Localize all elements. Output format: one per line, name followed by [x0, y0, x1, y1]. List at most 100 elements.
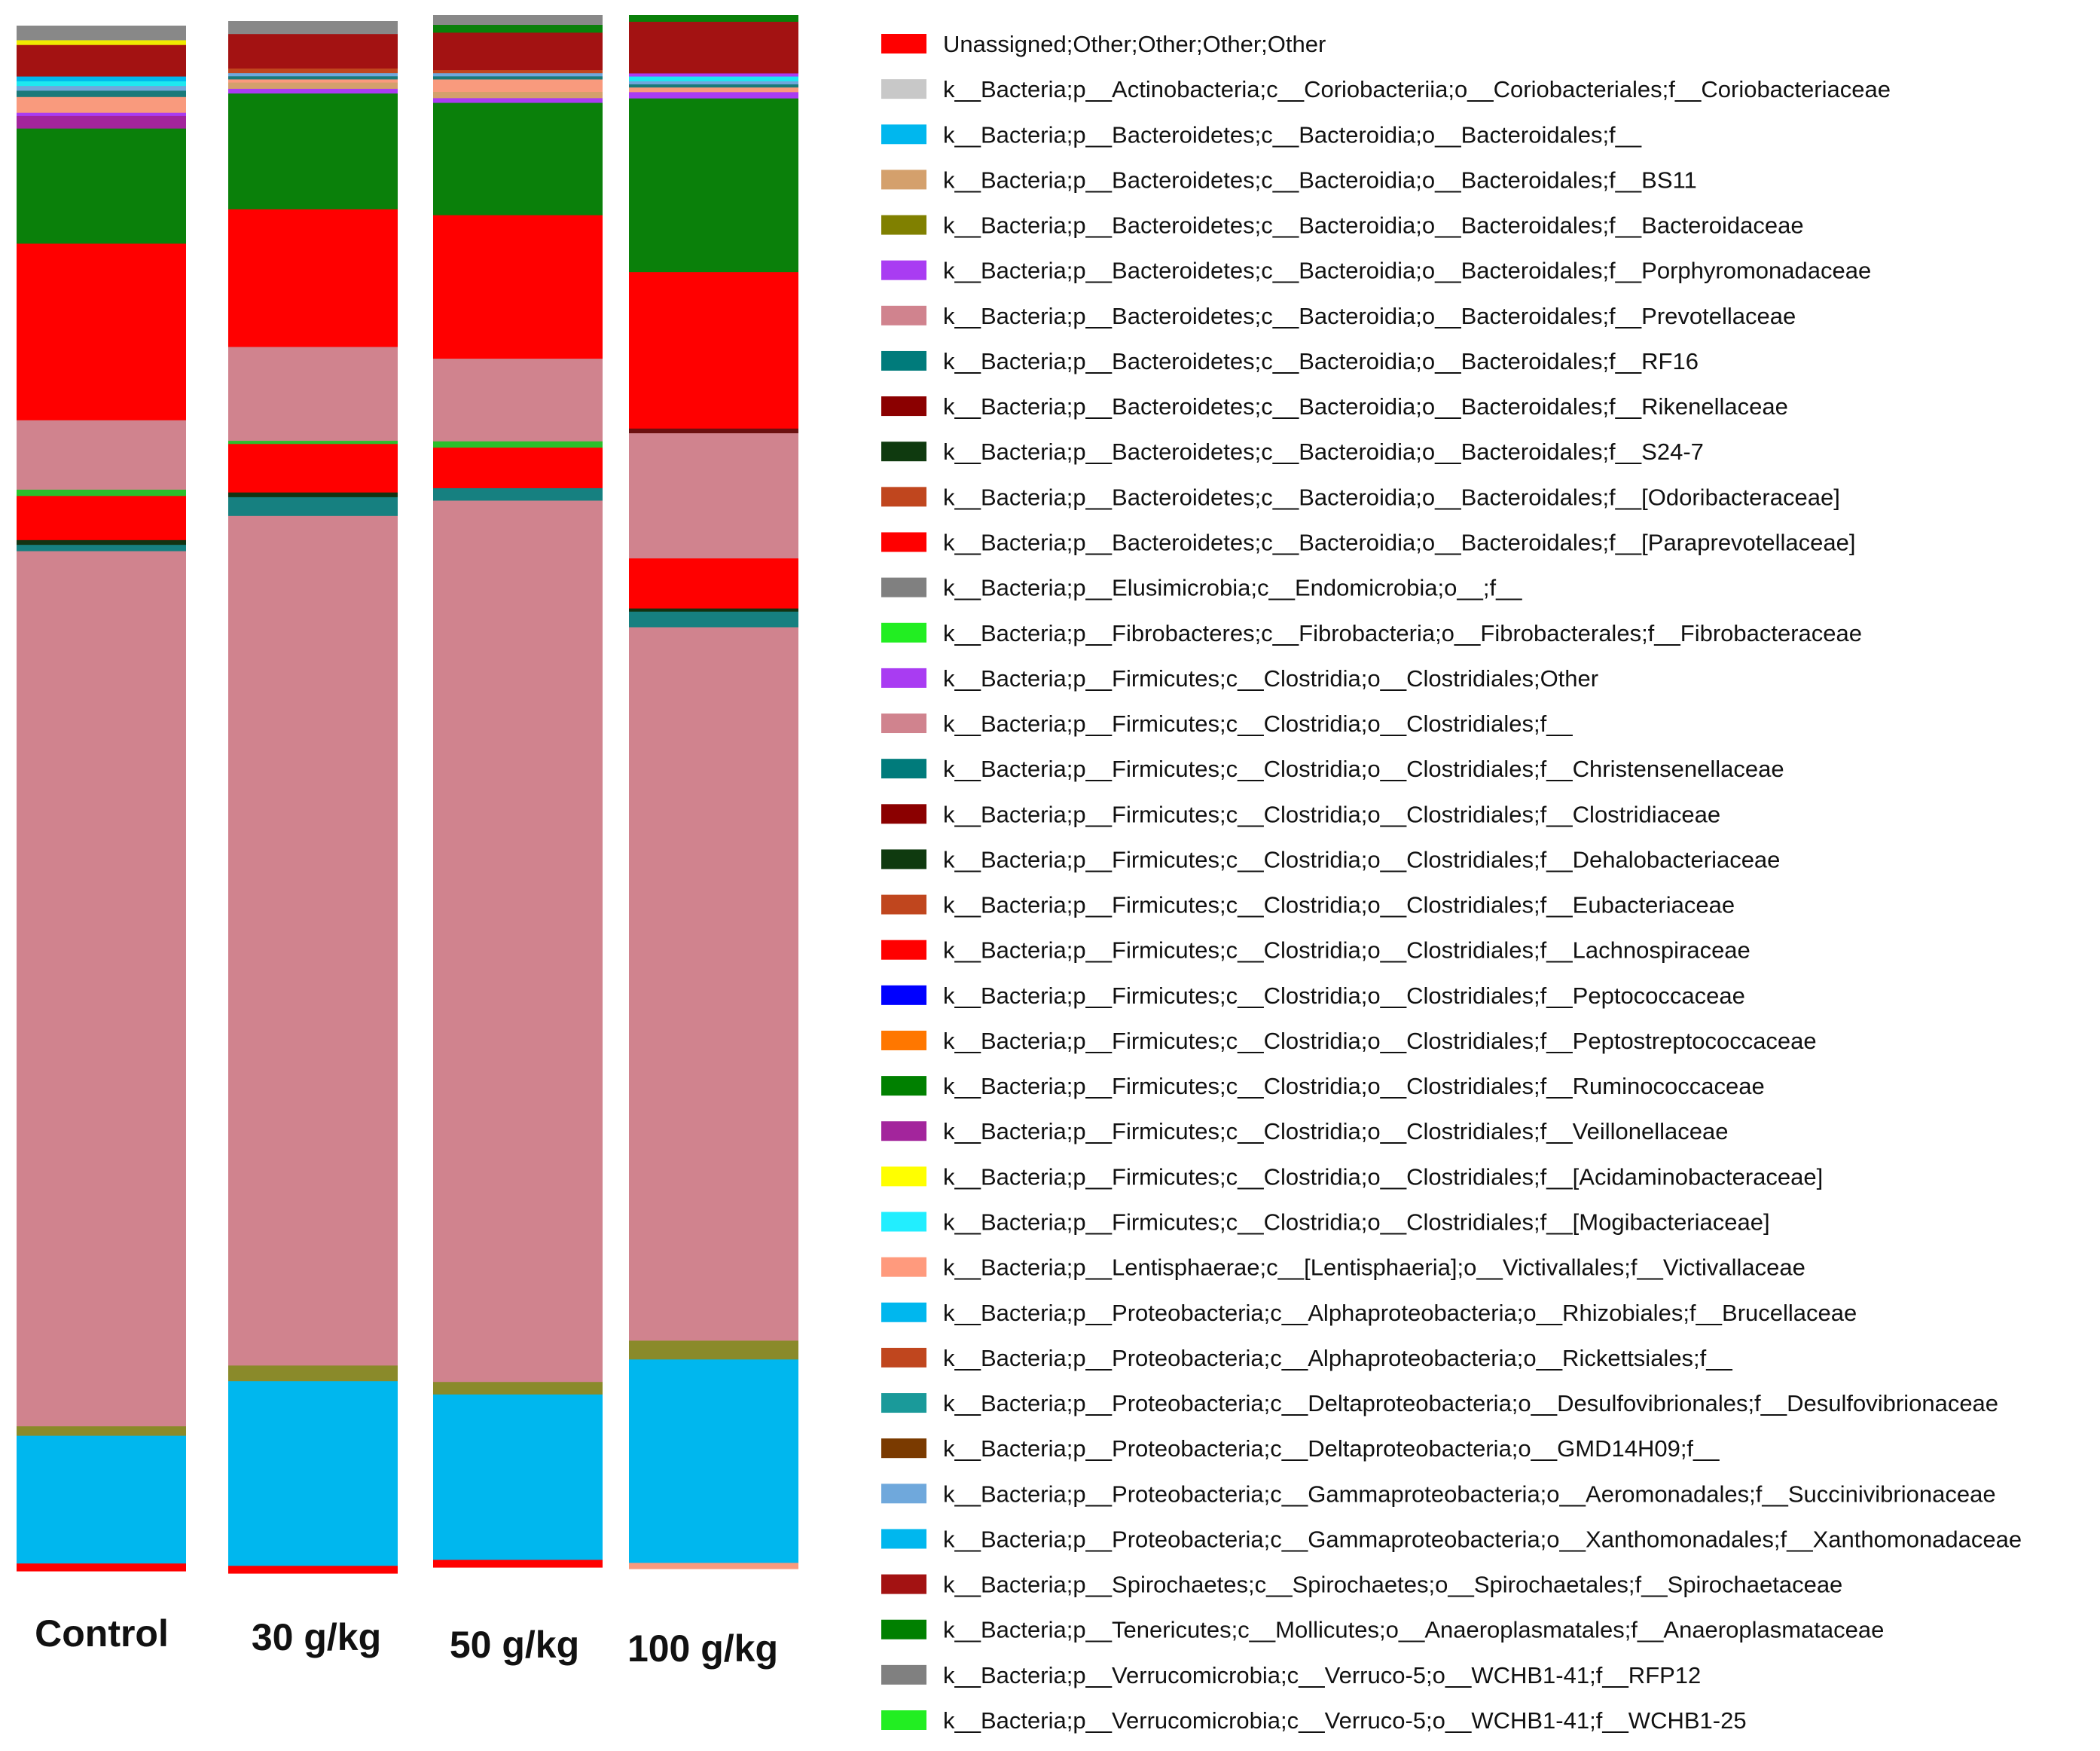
legend-label-4: k__Bacteria;p__Bacteroidetes;c__Bacteroi…	[943, 212, 1804, 239]
bar-segment-100-g-kg-16	[629, 87, 798, 93]
bar-segment-100-g-kg-21	[629, 72, 798, 77]
legend-swatch-1	[881, 79, 926, 99]
bar-segment-control-26	[17, 26, 186, 41]
legend-label-21: k__Bacteria;p__Firmicutes;c__Clostridia;…	[943, 982, 1745, 1009]
legend-label-31: k__Bacteria;p__Proteobacteria;c__Deltapr…	[943, 1435, 1720, 1462]
legend-swatch-5	[881, 260, 926, 280]
bar-segment-100-g-kg-11	[629, 271, 798, 429]
bar-segment-100-g-kg-2	[629, 1358, 798, 1563]
bar-segment-50-g-kg-3	[433, 1381, 603, 1395]
legend-swatch-9	[881, 442, 926, 462]
bar-segment-control-13	[17, 115, 186, 129]
legend-swatch-26	[881, 1212, 926, 1232]
bar-segment-50-g-kg-26	[433, 15, 603, 26]
legend-label-20: k__Bacteria;p__Firmicutes;c__Clostridia;…	[943, 937, 1751, 964]
legend-swatch-27	[881, 1257, 926, 1277]
bar-segment-30-g-kg-23	[228, 33, 398, 69]
legend-swatch-14	[881, 668, 926, 688]
legend-label-14: k__Bacteria;p__Firmicutes;c__Clostridia;…	[943, 665, 1598, 692]
bar-segment-100-g-kg-9	[629, 432, 798, 559]
bar-segment-50-g-kg-5	[433, 487, 603, 501]
bar-segment-control-20	[17, 75, 186, 81]
legend-swatch-13	[881, 622, 926, 643]
x-tick-label-100-g-kg: 100 g/kg	[627, 1627, 778, 1670]
legend-label-16: k__Bacteria;p__Firmicutes;c__Clostridia;…	[943, 756, 1784, 782]
legend-swatch-2	[881, 124, 926, 145]
x-axis-labels: Control 30 g/kg 50 g/kg 100 g/kg	[35, 1612, 778, 1670]
legend-label-27: k__Bacteria;p__Lentisphaerae;c__[Lentisp…	[943, 1254, 1805, 1281]
legend-label-5: k__Bacteria;p__Bacteroidetes;c__Bacteroi…	[943, 258, 1871, 284]
legend-swatch-34	[881, 1574, 926, 1594]
bar-segment-100-g-kg-14	[629, 91, 798, 99]
legend-swatch-25	[881, 1166, 926, 1187]
legend-swatch-20	[881, 940, 926, 960]
bar-segment-control-5	[17, 544, 186, 552]
bar-segment-control-4	[17, 550, 186, 1427]
legend-label-15: k__Bacteria;p__Firmicutes;c__Clostridia;…	[943, 710, 1573, 737]
legend-label-33: k__Bacteria;p__Proteobacteria;c__Gammapr…	[943, 1526, 2022, 1552]
bar-segment-50-g-kg-11	[433, 215, 603, 359]
bar-segment-100-g-kg-6	[629, 608, 798, 612]
legend-label-9: k__Bacteria;p__Bacteroidetes;c__Bacteroi…	[943, 439, 1704, 465]
legend-swatch-0	[881, 34, 926, 53]
legend-label-36: k__Bacteria;p__Verrucomicrobia;c__Verruc…	[943, 1662, 1701, 1688]
legend-swatch-22	[881, 1030, 926, 1050]
bar-segment-50-g-kg-9	[433, 358, 603, 442]
legend-swatch-30	[881, 1393, 926, 1413]
bar-segment-control-3	[17, 1426, 186, 1436]
legend-swatch-3	[881, 170, 926, 190]
legend-swatch-24	[881, 1121, 926, 1141]
bar-segment-100-g-kg-1	[629, 1562, 798, 1569]
bar-segment-30-g-kg-17	[228, 75, 398, 80]
bar-segment-100-g-kg-10	[629, 428, 798, 434]
legend: Unassigned;Other;Other;Other;Other k__Bac…	[881, 31, 2022, 1734]
legend-label-13: k__Bacteria;p__Fibrobacteres;c__Fibrobac…	[943, 620, 1862, 646]
bar-segment-control-9	[17, 420, 186, 490]
bar-segment-30-g-kg-26	[228, 21, 398, 35]
bar-segment-50-g-kg-18	[433, 72, 603, 77]
bar-segment-50-g-kg-2	[433, 1394, 603, 1560]
bar-segment-50-g-kg-22	[433, 69, 603, 74]
bar-segment-50-g-kg-16	[433, 78, 603, 93]
x-tick-label-control: Control	[35, 1612, 169, 1655]
bar-segment-control-0	[17, 1563, 186, 1572]
legend-label-7: k__Bacteria;p__Bacteroidetes;c__Bacteroi…	[943, 348, 1699, 374]
legend-label-19: k__Bacteria;p__Firmicutes;c__Clostridia;…	[943, 892, 1735, 918]
legend-label-22: k__Bacteria;p__Firmicutes;c__Clostridia;…	[943, 1028, 1817, 1054]
legend-swatch-18	[881, 849, 926, 869]
bar-segment-50-g-kg-4	[433, 500, 603, 1383]
legend-swatch-21	[881, 985, 926, 1005]
bar-segment-30-g-kg-8	[228, 440, 398, 445]
bar-segment-30-g-kg-5	[228, 497, 398, 516]
bar-segment-50-g-kg-25	[433, 24, 603, 33]
legend-label-1: k__Bacteria;p__Actinobacteria;c__Corioba…	[943, 76, 1891, 102]
legend-swatch-35	[881, 1619, 926, 1639]
legend-swatch-15	[881, 714, 926, 734]
bar-segment-30-g-kg-22	[228, 68, 398, 74]
legend-swatch-17	[881, 804, 926, 824]
legend-label-18: k__Bacteria;p__Firmicutes;c__Clostridia;…	[943, 846, 1780, 872]
bar-segment-control-18	[17, 85, 186, 91]
bar-segment-100-g-kg-18	[629, 81, 798, 84]
legend-swatch-29	[881, 1347, 926, 1367]
legend-swatch-32	[881, 1484, 926, 1504]
legend-label-17: k__Bacteria;p__Firmicutes;c__Clostridia;…	[943, 801, 1720, 827]
bar-segment-30-g-kg-14	[228, 88, 398, 94]
legend-swatch-23	[881, 1076, 926, 1096]
bar-segment-100-g-kg-17	[629, 84, 798, 88]
bar-segment-control-14	[17, 112, 186, 116]
bar-segment-30-g-kg-11	[228, 209, 398, 347]
legend-label-28: k__Bacteria;p__Proteobacteria;c__Alphapr…	[943, 1300, 1857, 1326]
bar-segment-100-g-kg-4	[629, 626, 798, 1341]
legend-label-37: k__Bacteria;p__Verrucomicrobia;c__Verruc…	[943, 1707, 1747, 1734]
legend-swatch-10	[881, 487, 926, 507]
legend-label-2: k__Bacteria;p__Bacteroidetes;c__Bacteroi…	[943, 121, 1642, 148]
legend-label-10: k__Bacteria;p__Bacteroidetes;c__Bacteroi…	[943, 484, 1840, 510]
bar-segment-30-g-kg-6	[228, 492, 398, 497]
legend-label-30: k__Bacteria;p__Proteobacteria;c__Deltapr…	[943, 1390, 1998, 1416]
bar-segment-30-g-kg-3	[228, 1364, 398, 1382]
legend-swatch-33	[881, 1529, 926, 1549]
bar-segment-30-g-kg-4	[228, 515, 398, 1366]
bar-segment-control-2	[17, 1435, 186, 1564]
bar-segment-30-g-kg-16	[228, 78, 398, 83]
